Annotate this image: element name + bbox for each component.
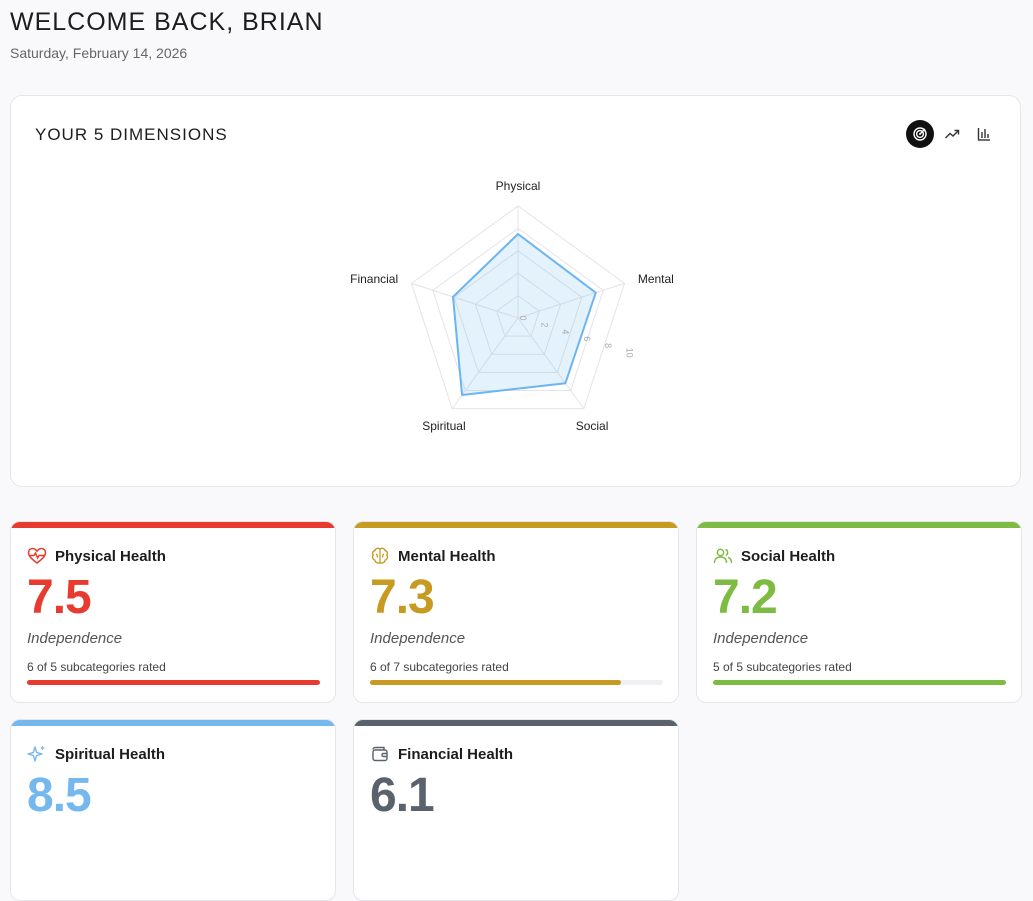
card-score: 8.5: [27, 769, 92, 822]
radar-axis-label: Spiritual: [422, 419, 465, 433]
card-progress-track: [27, 680, 320, 685]
card-progress-track: [370, 680, 663, 685]
card-title: Financial Health: [398, 745, 514, 763]
users-icon: [713, 548, 733, 564]
trend-view-button[interactable]: [938, 120, 966, 148]
radar-grid-ring: [496, 294, 540, 337]
card-level: Independence: [370, 630, 466, 647]
sparkles-icon: [27, 745, 45, 762]
radar-tick-label: 4: [561, 329, 571, 334]
card-score: 6.1: [370, 769, 435, 822]
radar-chart: 0 2 4 6 8 10 Physical Mental Social Spiritual Fina…: [350, 179, 674, 433]
card-score: 7.2: [713, 571, 778, 624]
card-accent: [697, 522, 1021, 528]
brain-icon: [371, 547, 389, 564]
radar-tick-label: 10: [625, 348, 635, 358]
radar-series-area: [452, 233, 597, 397]
card-accent: [354, 720, 678, 726]
radar-axis-label: Physical: [496, 179, 541, 193]
wallet-icon: [372, 746, 388, 762]
card-title: Social Health: [741, 547, 836, 565]
radar-view-button[interactable]: [906, 120, 934, 148]
card-level: Independence: [27, 630, 123, 647]
card-title: Mental Health: [398, 547, 496, 565]
spiritual-health-card[interactable]: Spiritual Health 8.5: [10, 719, 336, 901]
card-progress-fill: [27, 680, 320, 685]
card-title: Spiritual Health: [55, 745, 166, 763]
card-rated-count: 6 of 7 subcategories rated: [370, 660, 509, 674]
target-icon: [913, 127, 927, 141]
mental-health-card[interactable]: Mental Health 7.3 Independence 6 of 7 su…: [353, 521, 679, 703]
radar-tick-label: 8: [603, 343, 613, 348]
radar-grid-ring: [432, 227, 604, 391]
current-date: Saturday, February 14, 2026: [10, 45, 188, 61]
card-progress-track: [713, 680, 1006, 685]
radar-axis-label: Mental: [638, 272, 674, 286]
card-score: 7.5: [27, 571, 92, 624]
card-progress-fill: [713, 680, 1006, 685]
radar-spoke: [451, 317, 519, 409]
radar-grid-ring: [474, 272, 562, 355]
radar-spoke: [411, 282, 519, 319]
card-rated-count: 6 of 5 subcategories rated: [27, 660, 166, 674]
card-level: Independence: [713, 630, 809, 647]
radar-spoke: [517, 282, 625, 319]
page-title: WELCOME BACK, BRIAN: [10, 8, 324, 36]
dimensions-card: YOUR 5 DIMENSIONS 0 2 4: [10, 95, 1021, 487]
bar-view-button[interactable]: [970, 120, 998, 148]
card-score: 7.3: [370, 571, 435, 624]
card-rated-count: 5 of 5 subcategories rated: [713, 660, 852, 674]
card-accent: [354, 522, 678, 528]
radar-spoke: [517, 317, 585, 409]
dimensions-title: YOUR 5 DIMENSIONS: [35, 125, 228, 144]
card-title: Physical Health: [55, 547, 166, 565]
trending-up-icon: [945, 129, 960, 139]
card-accent: [11, 720, 335, 726]
radar-grid-ring: [453, 250, 583, 373]
radar-tick-label: 6: [582, 336, 592, 341]
radar-grid-ring: [410, 205, 626, 410]
social-health-card[interactable]: Social Health 7.2 Independence 5 of 5 su…: [696, 521, 1022, 703]
card-progress-fill: [370, 680, 622, 685]
bar-chart-icon: [977, 128, 990, 141]
physical-health-card[interactable]: Physical Health 7.5 Independence 6 of 5 …: [10, 521, 336, 703]
radar-tick-label: 0: [518, 315, 528, 320]
chart-view-toggle: [906, 120, 996, 148]
radar-axis-label: Social: [576, 419, 609, 433]
heart-pulse-icon: [27, 547, 47, 564]
financial-health-card[interactable]: Financial Health 6.1: [353, 719, 679, 901]
radar-axis-label: Financial: [350, 272, 398, 286]
card-accent: [11, 522, 335, 528]
radar-tick-label: 2: [539, 322, 549, 327]
